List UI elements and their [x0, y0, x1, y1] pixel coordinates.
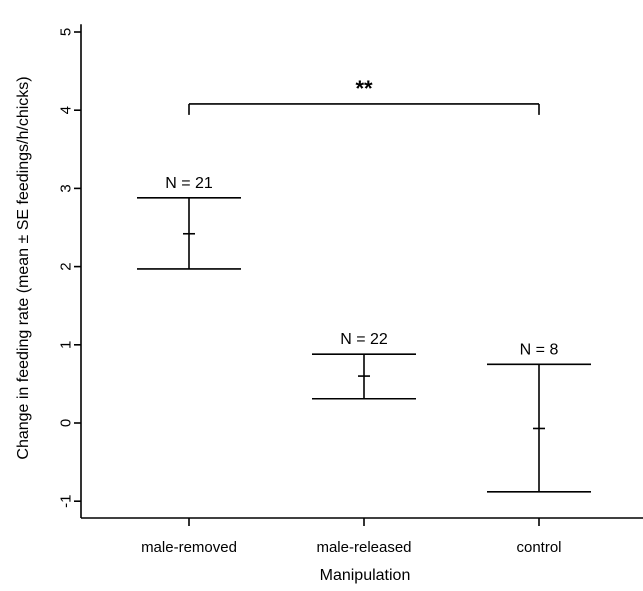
sample-size-label: N = 22: [340, 331, 388, 348]
x-axis-title: Manipulation: [320, 567, 411, 584]
significance-label: **: [355, 76, 373, 101]
y-tick-label: 5: [57, 28, 74, 36]
sample-size-label: N = 21: [165, 175, 213, 192]
x-tick-label: control: [516, 539, 561, 556]
y-tick-label: 4: [57, 106, 74, 114]
y-tick-label: 1: [57, 341, 74, 349]
sample-size-label: N = 8: [520, 341, 559, 358]
y-tick-label: -1: [57, 495, 74, 508]
x-tick-label: male-removed: [141, 539, 237, 556]
y-tick-label: 0: [57, 419, 74, 427]
y-tick-label: 3: [57, 184, 74, 192]
axes: -1 0 1 2 3 4 5 male-removed male-released control: [57, 24, 643, 556]
y-tick-label: 2: [57, 262, 74, 270]
plot-marks: N = 21 N = 22 N = 8 **: [137, 76, 591, 493]
y-axis-title: Change in feeding rate (mean ± SE feedin…: [15, 76, 32, 459]
x-tick-label: male-released: [316, 539, 411, 556]
